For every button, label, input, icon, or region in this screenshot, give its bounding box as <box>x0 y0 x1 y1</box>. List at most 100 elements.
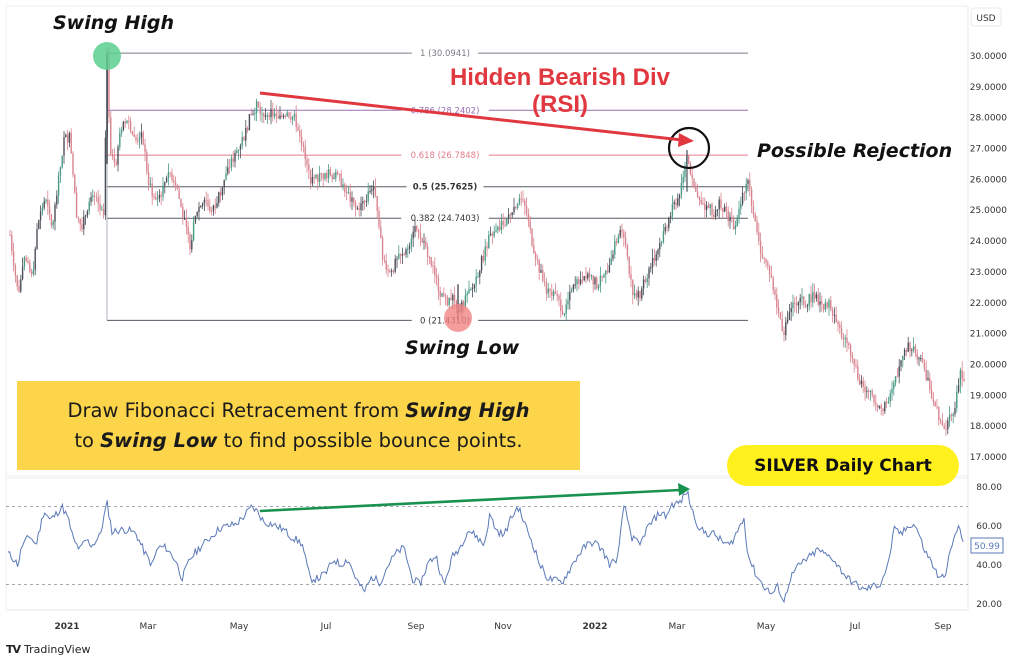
candle-body <box>270 109 272 118</box>
candle-body <box>846 337 848 344</box>
candle-body <box>653 257 656 261</box>
candle-body <box>605 270 607 275</box>
candle-body <box>146 152 148 172</box>
candle-body <box>644 279 647 282</box>
candle-body <box>133 134 135 138</box>
candle-body <box>198 206 200 212</box>
currency-badge[interactable] <box>970 7 1002 27</box>
candle-body <box>779 312 782 319</box>
candle-body <box>853 358 855 366</box>
candle-body <box>558 295 560 300</box>
candle-body <box>421 238 423 243</box>
candle-body <box>903 349 906 356</box>
candle-body <box>345 192 348 194</box>
candle-body <box>666 227 668 229</box>
candle-body <box>329 169 332 176</box>
candle-body <box>313 177 315 179</box>
time-tick-label: May <box>757 622 776 632</box>
candle-body <box>590 275 593 277</box>
candle-body <box>482 256 485 261</box>
swing-low-marker[interactable] <box>444 304 472 332</box>
candle-body <box>797 302 800 306</box>
candle-body <box>803 296 805 305</box>
fib-level-label: 0.382 (24.7403) <box>411 214 480 224</box>
candle-body <box>729 216 731 222</box>
rsi-value-label: 50.99 <box>974 542 1000 552</box>
red-arrowhead-icon <box>678 133 694 147</box>
candle-body <box>763 257 765 259</box>
swing-high-marker[interactable] <box>93 42 121 70</box>
candle-body <box>642 279 645 289</box>
candle-body <box>452 294 454 301</box>
candle-body <box>92 195 94 198</box>
candle-body <box>867 391 870 393</box>
candle-body <box>624 237 627 245</box>
candle-body <box>308 164 310 171</box>
candle-body <box>165 177 168 183</box>
candle-body <box>281 115 283 118</box>
candle-body <box>707 205 710 209</box>
candle-body <box>585 276 587 279</box>
candle-body <box>509 214 512 216</box>
rsi-value-badge <box>970 537 1004 554</box>
candle-body <box>144 144 146 153</box>
candle-body <box>79 218 81 225</box>
candle-body <box>297 127 299 131</box>
hidden-bearish-div-label: Hidden Bearish Div (RSI) <box>430 64 690 118</box>
fibonacci-retracement[interactable]: 1 (30.0941) 0.786 (28.2402) 0.618 (26.7848… <box>106 49 748 326</box>
rsi-pane[interactable] <box>5 477 969 611</box>
candle-body <box>38 220 40 230</box>
candle-body <box>428 256 431 258</box>
candle-body <box>450 297 452 301</box>
candle-body <box>158 194 161 199</box>
price-axis[interactable]: 30.0000 29.0000 28.0000 27.0000 26.0000 25.00… <box>970 52 1007 463</box>
candle-body <box>252 114 254 116</box>
tradingview-logo[interactable]: TV TradingView <box>6 643 91 656</box>
candle-body <box>785 322 787 336</box>
candle-body <box>513 206 515 213</box>
candle-body <box>959 370 962 386</box>
rsi-tick-label: 40.00 <box>976 561 1002 571</box>
candle-body <box>16 275 18 286</box>
candle-body <box>444 295 447 297</box>
candle-body <box>147 171 150 185</box>
candle-body <box>284 115 287 117</box>
candle-body <box>232 158 234 162</box>
price-tick-label: 26.0000 <box>970 175 1007 185</box>
candle-body <box>437 278 440 292</box>
candle-body <box>921 358 924 363</box>
candle-body <box>347 192 350 194</box>
possible-rejection-circle[interactable] <box>667 126 711 170</box>
candle-body <box>536 259 539 261</box>
time-tick-label: Sep <box>935 622 952 632</box>
candle-body <box>925 369 927 380</box>
instruction-line-2: to Swing Low to find possible bounce poi… <box>74 426 522 456</box>
candle-body <box>765 258 767 263</box>
candle-body <box>583 276 585 280</box>
candle-body <box>470 289 472 291</box>
time-axis[interactable]: 2021 Mar May Jul Sep Nov 2022 Mar May Jul Sep <box>54 622 951 632</box>
candle-body <box>554 291 557 294</box>
price-divergence-line[interactable] <box>259 91 683 142</box>
candle-body <box>25 257 27 261</box>
candle-body <box>479 270 481 277</box>
candle-body <box>362 201 364 204</box>
price-tick-label: 24.0000 <box>970 237 1007 247</box>
candle-body <box>383 259 386 261</box>
rsi-axis[interactable]: 80.00 60.00 40.00 20.00 <box>976 483 1002 610</box>
candle-body <box>234 152 236 162</box>
rsi-divergence-line[interactable] <box>259 488 681 513</box>
candle-body <box>185 218 188 227</box>
candle-body <box>441 293 443 297</box>
candle-body <box>788 312 791 320</box>
swing-high-label: Swing High <box>53 12 175 34</box>
fib-level-label: 0.5 (25.7625) <box>413 183 478 193</box>
candle-body <box>128 120 130 122</box>
candle-body <box>831 309 834 316</box>
candle-body <box>882 408 884 412</box>
candle-body <box>367 191 369 201</box>
candle-body <box>453 294 456 302</box>
fib-level-label: 1 (30.0941) <box>420 49 470 59</box>
candle-body <box>432 265 434 267</box>
candle-body <box>264 115 267 117</box>
